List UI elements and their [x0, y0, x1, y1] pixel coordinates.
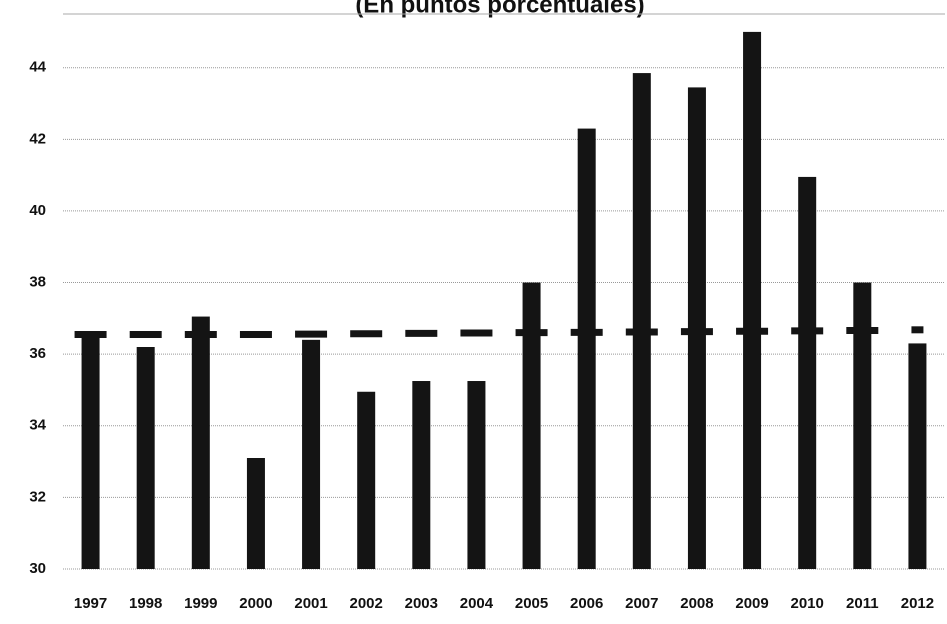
bar: [853, 282, 872, 569]
bar: [81, 336, 100, 569]
bar: [302, 339, 321, 569]
bar: [136, 347, 155, 569]
x-tick-label: 2007: [625, 595, 658, 612]
y-tick-label: 32: [29, 488, 46, 505]
bar: [191, 316, 210, 569]
x-tick-label: 2005: [515, 595, 548, 612]
y-tick-label: 30: [29, 560, 46, 577]
x-tick-label: 2010: [791, 595, 824, 612]
bar: [246, 458, 265, 569]
x-tick-label: 2002: [350, 595, 383, 612]
bar: [908, 343, 927, 569]
bar: [522, 282, 541, 569]
x-tick-label: 2001: [294, 595, 327, 612]
x-tick-label: 2012: [901, 595, 934, 612]
x-tick-label: 1997: [74, 595, 107, 612]
bar: [577, 128, 596, 570]
bar: [467, 381, 486, 569]
bar: [743, 31, 762, 570]
bar: [412, 381, 431, 569]
x-tick-label: 2000: [239, 595, 272, 612]
chart-title: (En puntos porcentuales): [355, 0, 644, 18]
x-tick-label: 1998: [129, 595, 162, 612]
y-tick-label: 40: [29, 202, 46, 219]
x-tick-label: 1999: [184, 595, 217, 612]
x-tick-label: 2006: [570, 595, 603, 612]
bar: [632, 73, 651, 570]
x-tick-label: 2009: [735, 595, 768, 612]
x-tick-label: 2003: [405, 595, 438, 612]
y-tick-label: 38: [29, 274, 46, 291]
bar: [357, 391, 376, 569]
y-tick-label: 34: [29, 417, 46, 434]
y-tick-label: 36: [29, 345, 46, 362]
x-tick-label: 2011: [846, 595, 879, 612]
y-tick-label: 42: [29, 130, 46, 147]
x-tick-label: 2008: [680, 595, 713, 612]
y-tick-label: 44: [29, 59, 46, 76]
x-tick-label: 2004: [460, 595, 494, 612]
bar: [798, 176, 817, 569]
